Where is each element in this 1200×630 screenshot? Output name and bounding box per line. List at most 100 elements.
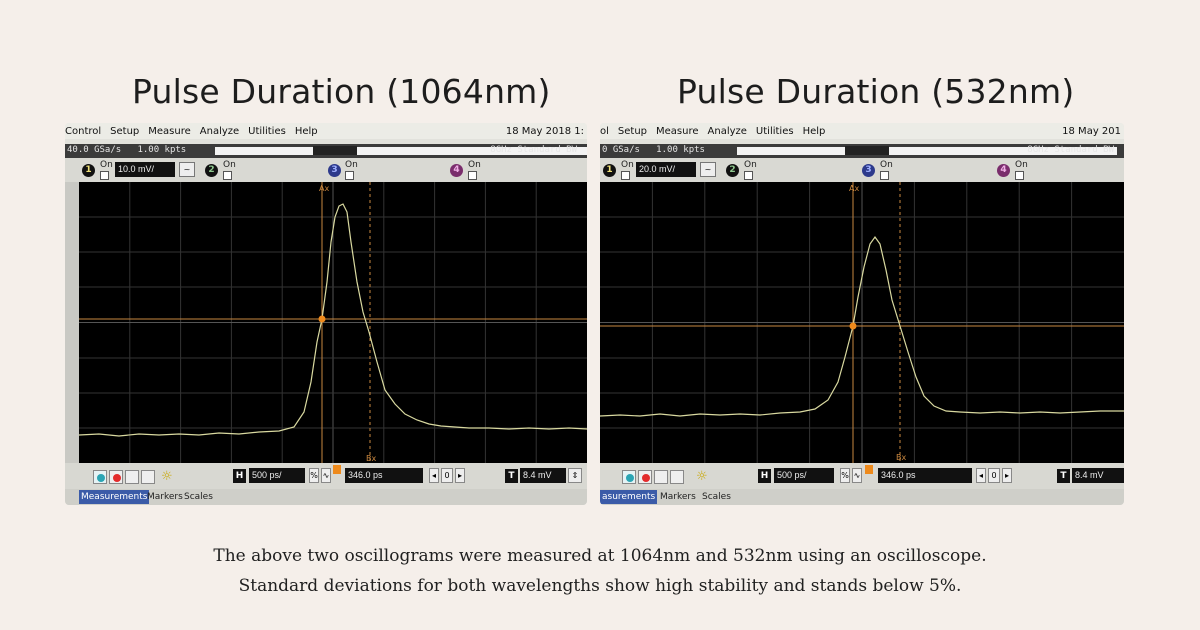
waveform-mode-button[interactable]: ∿ <box>852 468 862 483</box>
tab-measurements[interactable]: asurements <box>600 490 658 504</box>
graticule-grid <box>79 182 587 463</box>
control-bar: ☼ H 500 ps/ % ∿ 346.0 ps ◂ 0 ▸ T 8.4 mV <box>600 463 1124 489</box>
channel-3-badge[interactable]: 3 <box>862 164 875 177</box>
channel-1-badge[interactable]: 1 <box>82 164 95 177</box>
menu-help[interactable]: Help <box>802 125 826 137</box>
single-icon[interactable] <box>654 470 668 484</box>
channel-1-badge[interactable]: 1 <box>603 164 616 177</box>
date-label: 18 May 2018 1: <box>505 125 584 137</box>
delay-field[interactable]: 346.0 ps <box>878 468 972 483</box>
menu-setup[interactable]: Setup <box>110 125 140 137</box>
channel-1-stepper[interactable]: ~ <box>700 162 716 177</box>
run-icon[interactable] <box>93 470 107 484</box>
delay-left-button[interactable]: ◂ <box>976 468 986 483</box>
stop-icon[interactable] <box>638 470 652 484</box>
menu-utilities[interactable]: Utilities <box>248 125 286 137</box>
tab-scales[interactable]: Scales <box>702 492 731 502</box>
autoscale-icon[interactable]: ☼ <box>696 469 708 484</box>
channel-2-checkbox[interactable] <box>223 171 232 180</box>
delay-field[interactable]: 346.0 ps <box>345 468 423 483</box>
channel-1-scale[interactable]: 20.0 mV/ <box>636 162 696 177</box>
channel-4-badge[interactable]: 4 <box>450 164 463 177</box>
channel-2-badge[interactable]: 2 <box>726 164 739 177</box>
channel-bar: 1 On 10.0 mV/ ~ 2 On 3 On 4 On <box>65 158 587 182</box>
timebase-stepper[interactable]: % <box>840 468 850 483</box>
channel-4-on-label: On <box>468 160 481 170</box>
menu-analyze[interactable]: Analyze <box>707 125 747 137</box>
cursor-ax-marker <box>849 322 857 330</box>
timebase-field[interactable]: 500 ps/ <box>774 468 834 483</box>
channel-3-checkbox[interactable] <box>880 171 889 180</box>
delay-marker-icon <box>865 465 873 474</box>
bandwidth-label: 8GHz Standard BW <box>490 145 577 155</box>
tab-scales[interactable]: Scales <box>184 492 213 502</box>
channel-3-checkbox[interactable] <box>345 171 354 180</box>
menu-measure[interactable]: Measure <box>148 125 191 137</box>
waveform-display[interactable]: Ax Bx <box>600 182 1124 463</box>
channel-1-checkbox[interactable] <box>100 171 109 180</box>
single-icon[interactable] <box>125 470 139 484</box>
sample-rate: 0 GSa/s 1.00 kpts <box>602 145 705 155</box>
autoscale-icon[interactable]: ☼ <box>161 469 173 484</box>
trigger-level-stepper[interactable]: ⇕ <box>568 468 582 483</box>
oscilloscope-532nm: ol Setup Measure Analyze Utilities Help … <box>600 123 1124 505</box>
trigger-level-field[interactable]: 8.4 mV <box>1072 468 1124 483</box>
trigger-badge: T <box>505 469 518 483</box>
channel-4-checkbox[interactable] <box>468 171 477 180</box>
trigger-level-field[interactable]: 8.4 mV <box>520 468 566 483</box>
channel-1-scale[interactable]: 10.0 mV/ <box>115 162 175 177</box>
title-532nm: Pulse Duration (532nm) <box>677 72 1075 111</box>
bottom-tabs: asurements Markers Scales <box>600 489 1124 505</box>
stop-icon[interactable] <box>109 470 123 484</box>
run-icon[interactable] <box>622 470 636 484</box>
waveform-display[interactable]: Ax Bx <box>79 182 587 463</box>
channel-4-badge[interactable]: 4 <box>997 164 1010 177</box>
tab-measurements[interactable]: Measurements <box>79 490 150 504</box>
delay-marker-icon <box>333 465 341 474</box>
acquisition-bar <box>737 147 1117 155</box>
trigger-indicator-icon <box>845 146 889 155</box>
menu-measure[interactable]: Measure <box>656 125 699 137</box>
menu-analyze[interactable]: Analyze <box>199 125 240 137</box>
horizontal-badge: H <box>233 469 246 483</box>
channel-3-on-label: On <box>345 160 358 170</box>
graticule-grid <box>600 182 1124 463</box>
channel-3-badge[interactable]: 3 <box>328 164 341 177</box>
bandwidth-label: 8GHz Standard BW <box>1027 145 1114 155</box>
delay-right-button[interactable]: ▸ <box>1002 468 1012 483</box>
channel-2-checkbox[interactable] <box>744 171 753 180</box>
tab-markers[interactable]: Markers <box>660 492 696 502</box>
print-icon[interactable] <box>670 470 684 484</box>
marker-ax-label: Ax <box>319 184 329 193</box>
menu-setup[interactable]: Setup <box>617 125 648 137</box>
channel-1-stepper[interactable]: ~ <box>179 162 195 177</box>
channel-3-on-label: On <box>880 160 893 170</box>
timebase-stepper[interactable]: % <box>309 468 319 483</box>
trigger-indicator-icon <box>313 146 357 155</box>
caption-line-1: The above two oscillograms were measured… <box>213 546 987 566</box>
waveform-trace <box>79 203 587 437</box>
channel-4-checkbox[interactable] <box>1015 171 1024 180</box>
print-icon[interactable] <box>141 470 155 484</box>
channel-1-on-label: On <box>100 160 113 170</box>
delay-right-button[interactable]: ▸ <box>455 468 465 483</box>
timebase-field[interactable]: 500 ps/ <box>249 468 305 483</box>
delay-zero-button[interactable]: 0 <box>441 468 453 483</box>
marker-ax-label: Ax <box>849 184 859 193</box>
date-label: 18 May 201 <box>1062 125 1121 137</box>
waveform-mode-button[interactable]: ∿ <box>321 468 331 483</box>
delay-zero-button[interactable]: 0 <box>988 468 1000 483</box>
control-bar: ☼ H 500 ps/ % ∿ 346.0 ps ◂ 0 ▸ T 8.4 mV … <box>65 463 587 489</box>
channel-2-on-label: On <box>223 160 236 170</box>
side-toolbar[interactable] <box>65 182 79 463</box>
tab-markers[interactable]: Markers <box>147 492 183 502</box>
menu-control[interactable]: ol <box>600 125 609 137</box>
delay-left-button[interactable]: ◂ <box>429 468 439 483</box>
channel-1-checkbox[interactable] <box>621 171 630 180</box>
menu-control[interactable]: Control <box>65 125 102 137</box>
channel-2-badge[interactable]: 2 <box>205 164 218 177</box>
status-bar: 40.0 GSa/s 1.00 kpts 8GHz Standard BW <box>65 144 587 158</box>
caption-line-2: Standard deviations for both wavelengths… <box>238 576 962 596</box>
menu-utilities[interactable]: Utilities <box>755 125 794 137</box>
menu-help[interactable]: Help <box>294 125 318 137</box>
